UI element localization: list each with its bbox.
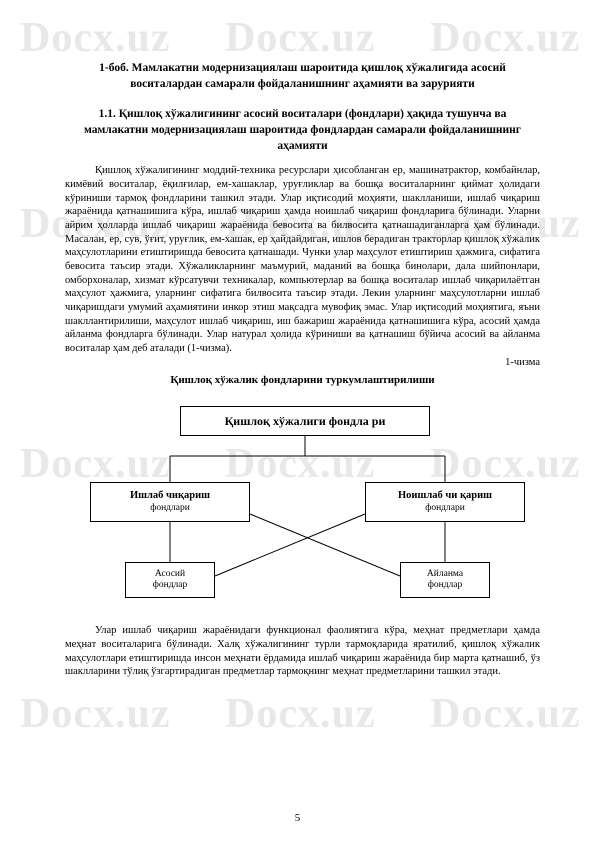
flowchart-diagram: Қишлоқ хўжалиги фондла ри Ишлаб чиқариш … [65,406,540,606]
page-number: 5 [0,812,595,824]
subtitle-line: 1.1. Қишлоқ хўжалигининг асосий воситала… [99,108,507,120]
chapter-title: 1-боб. Мамлакатни модернизациялаш шароит… [65,60,540,92]
node-label: Қишлоқ хўжалиги фондла ри [225,414,386,428]
page-content: 1-боб. Мамлакатни модернизациялаш шароит… [0,0,595,699]
diagram-title: Қишлоқ хўжалик фондларини туркумлаштирил… [65,374,540,386]
node-fixed: Асосий фондлар [125,562,215,598]
node-label-bold: Ишлаб чиқариш [130,490,210,503]
paragraph-2: Улар ишлаб чиқариш жараёнидаги функциона… [65,624,540,679]
node-nonproduction: Ноишлаб чи қариш фондлари [365,482,525,522]
node-root: Қишлоқ хўжалиги фондла ри [180,406,430,436]
node-label-bold: Ноишлаб чи қариш [398,490,492,503]
node-label-sub: фондлари [150,503,190,514]
title-line: воситалардан самарали фойдаланишнинг аҳа… [130,78,474,90]
node-label: фондлар [428,580,463,591]
subtitle-line: мамлакатни модернизациялаш шароитида фон… [84,124,521,136]
subtitle-line: аҳамияти [277,140,327,152]
node-label-sub: фондлари [425,503,465,514]
paragraph-1: Қишлоқ хўжалигининг моддий-техника ресур… [65,164,540,355]
node-revolving: Айланма фондлар [400,562,490,598]
node-label: фондлар [153,580,188,591]
section-title: 1.1. Қишлоқ хўжалигининг асосий воситала… [65,106,540,154]
title-line: 1-боб. Мамлакатни модернизациялаш шароит… [99,62,506,74]
node-label: Айланма [427,569,463,580]
figure-label: 1-чизма [65,357,540,368]
node-label: Асосий [155,569,185,580]
node-production: Ишлаб чиқариш фондлари [90,482,250,522]
